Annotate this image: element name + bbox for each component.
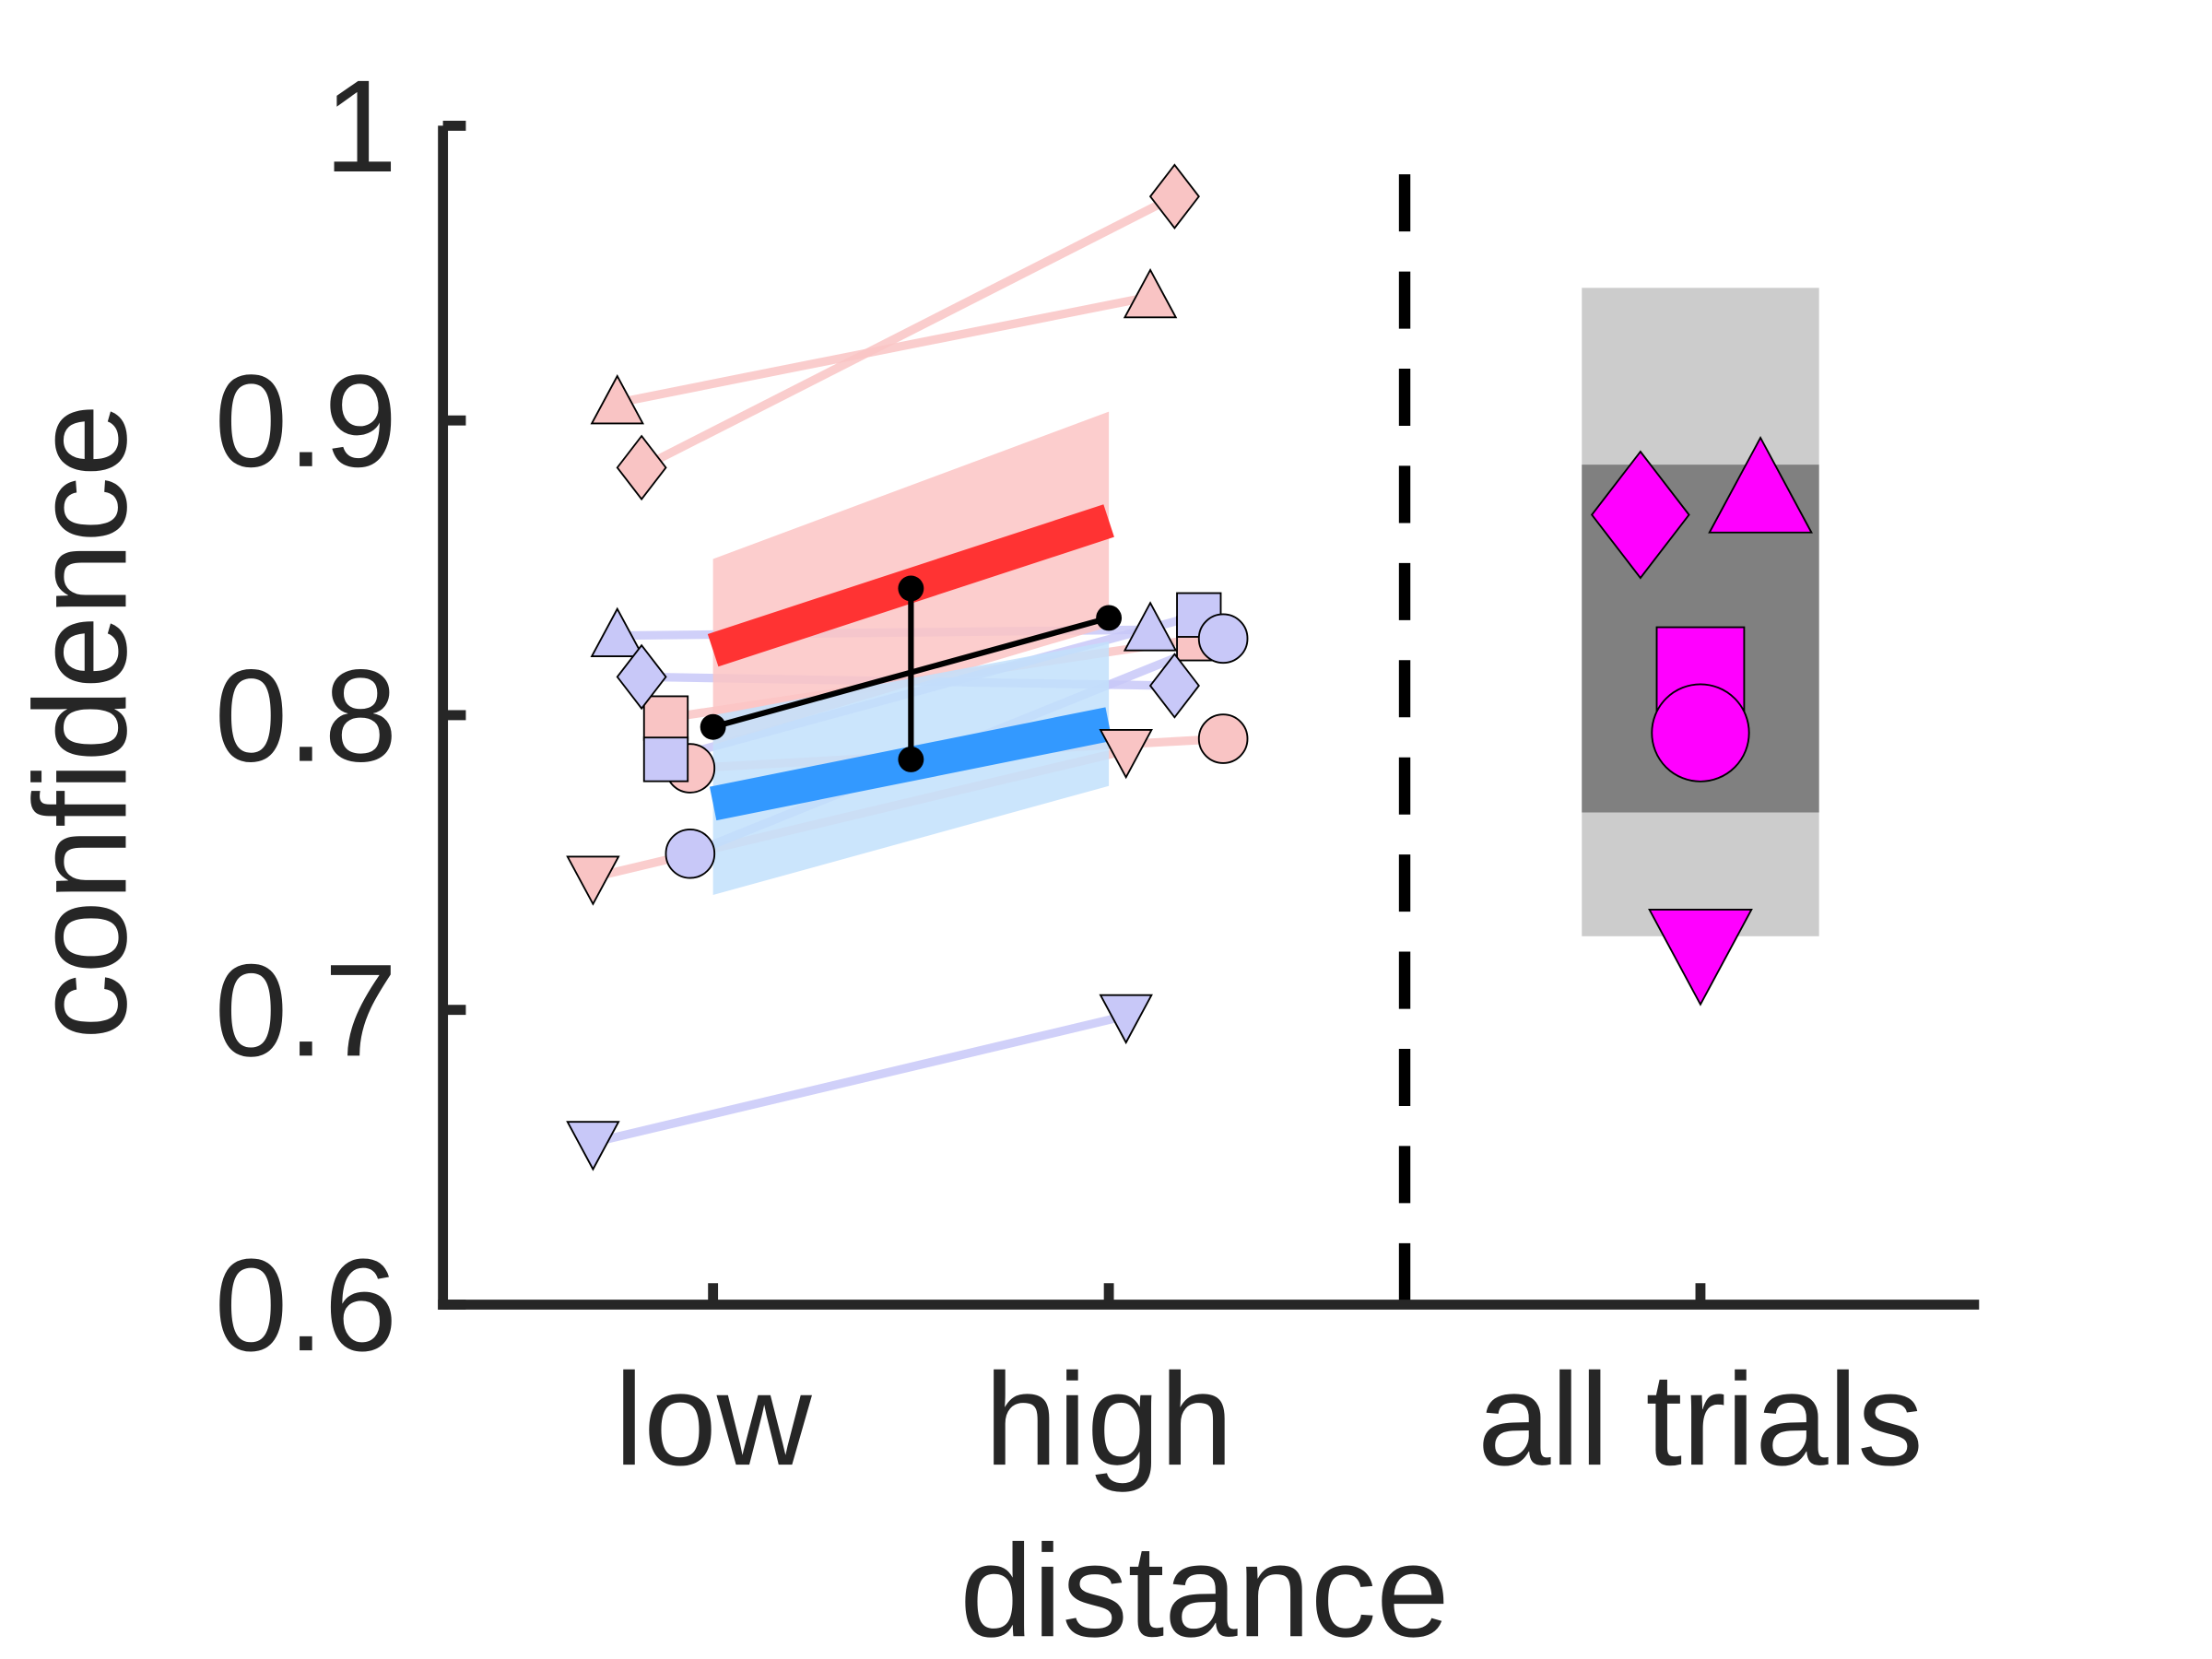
subject-marker xyxy=(590,606,644,657)
subject-marker xyxy=(566,1121,620,1171)
subject-line xyxy=(616,292,1151,407)
subject-marker xyxy=(1123,601,1178,652)
y-tick-label: 1 xyxy=(324,53,397,200)
subject-marker xyxy=(1099,994,1153,1045)
subject-marker xyxy=(1099,729,1153,780)
y-tick-label: 0.6 xyxy=(215,1232,397,1379)
subject-marker xyxy=(566,855,620,906)
subject-marker xyxy=(1148,163,1200,229)
difference-bar-end xyxy=(898,575,924,602)
subject-line xyxy=(640,193,1177,472)
all-trials-marker xyxy=(1590,450,1690,580)
x-tick-label: high xyxy=(984,1347,1233,1493)
subject-marker xyxy=(616,434,667,501)
subject-marker xyxy=(665,828,716,879)
subject-line xyxy=(592,1011,1127,1147)
subject-marker xyxy=(642,736,689,782)
overall-mean-point xyxy=(1096,605,1123,631)
subject-marker xyxy=(1148,653,1200,719)
all-trials-marker xyxy=(1708,435,1813,534)
y-tick-label: 0.8 xyxy=(215,643,397,790)
x-tick-label: low xyxy=(615,1347,813,1493)
subject-marker xyxy=(1197,613,1249,665)
subject-marker xyxy=(1123,267,1178,319)
x-tick-label: all trials xyxy=(1477,1347,1923,1493)
overall-mean-point xyxy=(700,713,726,740)
y-tick-label: 0.9 xyxy=(215,348,397,495)
difference-bar-end xyxy=(898,746,924,772)
y-tick-label: 0.7 xyxy=(215,937,397,1084)
all-trials-marker xyxy=(1651,683,1750,782)
subject-marker xyxy=(590,374,644,425)
subject-marker xyxy=(1197,713,1249,764)
subject-marker xyxy=(616,643,667,711)
y-axis-label: confidence xyxy=(7,404,154,1040)
all-trials-marker xyxy=(1648,909,1753,1006)
subject-marker xyxy=(642,695,689,741)
x-axis-label: distance xyxy=(959,1518,1449,1659)
